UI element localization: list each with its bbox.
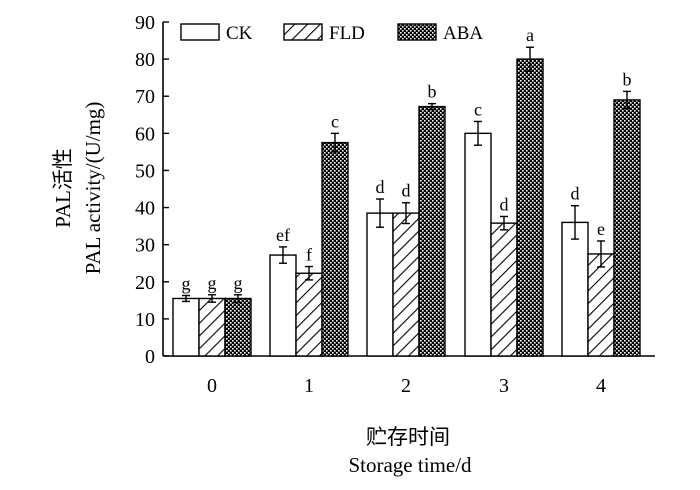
bar-ck (172, 297, 200, 357)
significance-letter: f (306, 245, 312, 265)
bar-aba (418, 105, 446, 357)
legend-label-fld: FLD (329, 23, 365, 44)
x-axis-title-en: Storage time/d (348, 453, 472, 477)
legend: CK FLD ABA (180, 23, 483, 44)
significance-letter: d (376, 177, 385, 197)
significance-letter: a (526, 25, 534, 45)
significance-letter: d (500, 194, 509, 214)
significance-letter: c (331, 111, 339, 131)
y-tick-label: 0 (145, 346, 155, 368)
y-tick-label: 70 (135, 86, 155, 108)
y-tick-label: 90 (135, 12, 155, 34)
significance-letter: d (402, 181, 411, 201)
significance-letter: ef (276, 225, 290, 245)
bar-fld (490, 222, 518, 357)
x-tick-label: 4 (596, 375, 606, 397)
x-tick-label: 1 (304, 375, 314, 397)
bar-aba (516, 58, 544, 357)
significance-letter: g (182, 274, 191, 294)
y-tick-label: 40 (135, 198, 155, 220)
bar-aba (321, 141, 349, 357)
significance-letter: c (474, 99, 482, 119)
y-axis-ticks: 0 10 20 30 40 50 60 70 80 90 (135, 12, 169, 368)
y-tick-label: 80 (135, 49, 155, 71)
legend-label-ck: CK (226, 23, 253, 44)
x-tick-label: 3 (499, 375, 509, 397)
bar-ck (269, 254, 297, 357)
x-axis-ticks: 0 1 2 3 4 (207, 375, 606, 397)
bar-fld (587, 253, 615, 357)
y-tick-label: 60 (135, 123, 155, 145)
bar-ck (366, 212, 394, 357)
y-tick-label: 10 (135, 309, 155, 331)
bar-aba (613, 99, 641, 357)
y-tick-label: 50 (135, 160, 155, 182)
bar-ck (561, 221, 589, 357)
significance-letter: d (571, 184, 580, 204)
significance-letter: g (208, 273, 217, 293)
x-tick-label: 2 (401, 375, 411, 397)
error-bars-layer (182, 46, 631, 303)
y-axis-title-en: PAL activity/(U/mg) (81, 102, 105, 275)
x-axis-title-cn: 贮存时间 (366, 425, 450, 449)
x-tick-label: 0 (207, 375, 217, 397)
significance-letter: b (623, 69, 632, 89)
bar-fld (392, 212, 420, 357)
bar-ck (464, 132, 492, 357)
significance-letter: b (428, 82, 437, 102)
legend-swatch-fld (283, 23, 323, 41)
bar-fld (198, 297, 226, 357)
bar-fld (295, 272, 323, 357)
bars-layer (172, 58, 641, 357)
y-tick-label: 30 (135, 235, 155, 257)
y-tick-label: 20 (135, 272, 155, 294)
y-axis-title-cn: PAL活性 (51, 148, 75, 228)
legend-swatch-aba (397, 23, 437, 41)
legend-swatch-ck (180, 23, 220, 41)
legend-label-aba: ABA (443, 23, 483, 44)
significance-letter: g (234, 273, 243, 293)
significance-letter: e (597, 219, 605, 239)
bar-aba (224, 297, 252, 357)
